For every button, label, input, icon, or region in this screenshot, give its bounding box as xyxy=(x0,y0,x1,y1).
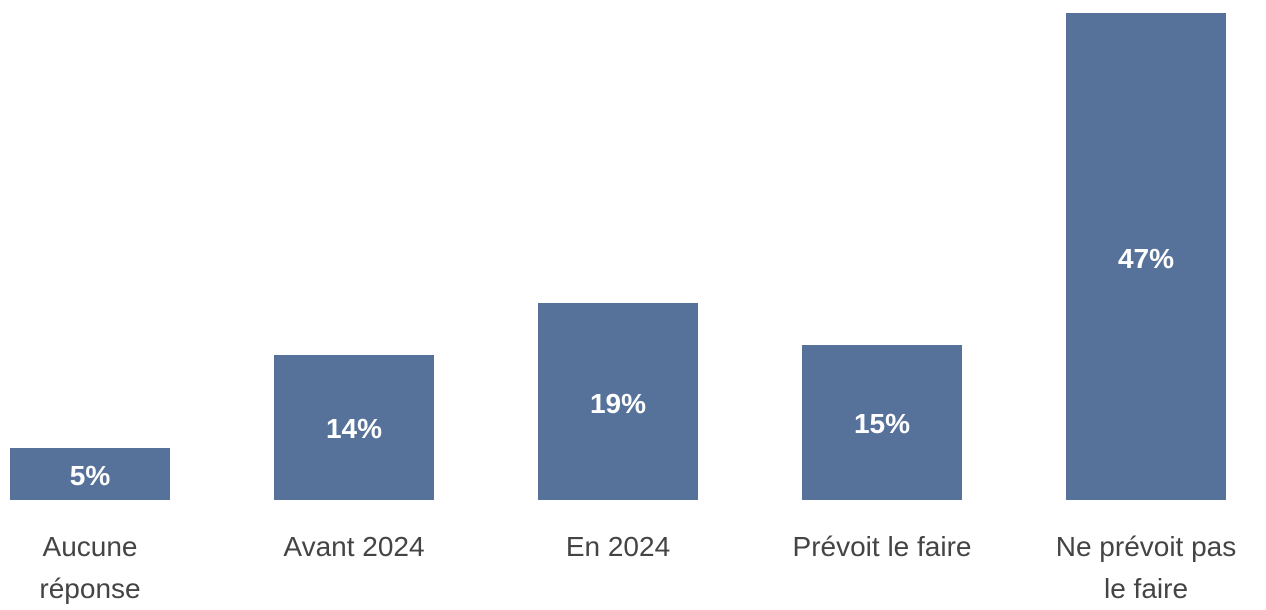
bar xyxy=(10,448,170,500)
bar xyxy=(802,344,962,500)
bar xyxy=(538,303,698,500)
value-label: 14% xyxy=(325,413,383,445)
x-tick-label: Aucune réponse xyxy=(39,531,141,604)
value-label: 47% xyxy=(1117,242,1175,274)
x-tick-label: Avant 2024 xyxy=(283,531,425,562)
bar xyxy=(274,354,434,500)
bar xyxy=(1066,13,1226,500)
x-tick-label: Prévoit le faire xyxy=(792,531,972,562)
value-label: 5% xyxy=(69,460,111,492)
x-tick-label: En 2024 xyxy=(565,531,671,562)
value-label: 19% xyxy=(589,387,647,419)
x-tick-label: Ne prévoit pas le faire xyxy=(1055,531,1237,604)
value-label: 15% xyxy=(853,408,911,440)
